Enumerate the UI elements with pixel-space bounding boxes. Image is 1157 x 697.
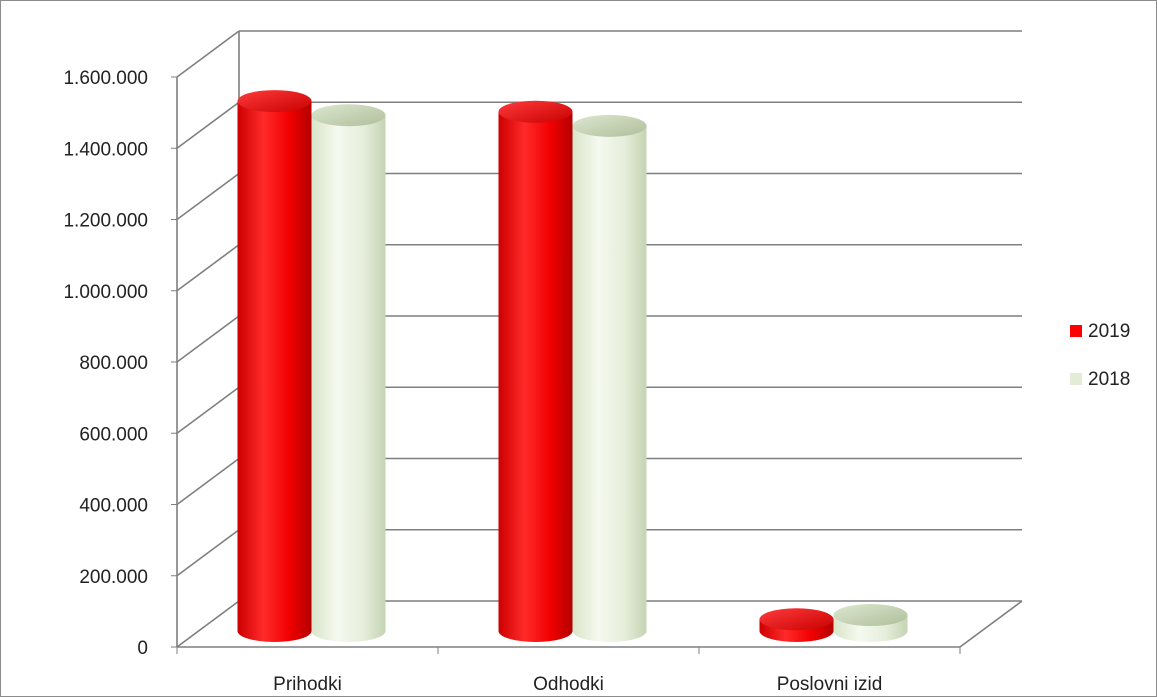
gridline-side [176, 30, 240, 78]
gridline-side [176, 457, 240, 506]
gridline-side [176, 315, 240, 363]
x-category-label: Poslovni izid [777, 674, 883, 695]
y-tick-label: 0 [137, 638, 148, 659]
bar-body [311, 115, 386, 643]
gridline-side [176, 172, 240, 221]
gridline-side [176, 600, 240, 648]
bar-top [498, 100, 573, 123]
y-tick-label: 600.000 [79, 424, 148, 445]
y-tick-label: 1.000.000 [63, 282, 148, 303]
legend-item-2018: 2018 [1070, 369, 1130, 390]
gridline-side [176, 529, 240, 577]
x-category-label: Prihodki [273, 674, 342, 695]
bar-body [498, 111, 573, 643]
bar-top [833, 604, 908, 627]
gridline-side [176, 244, 240, 292]
bar-2018-prihodki [311, 104, 386, 643]
legend-label: 2019 [1088, 321, 1130, 342]
y-tick-label: 200.000 [79, 567, 148, 588]
bar-top [237, 90, 312, 113]
legend-item-2019: 2019 [1070, 321, 1130, 342]
bar-2018-odhodki [572, 114, 647, 642]
legend-label: 2018 [1088, 369, 1130, 390]
legend-swatch [1070, 373, 1082, 385]
y-tick-label: 1.600.000 [63, 68, 148, 89]
bar-2019-prihodki [237, 90, 312, 643]
bar-top [759, 608, 834, 631]
bar-2019-odhodki [498, 100, 573, 643]
bar-top [572, 114, 647, 137]
y-tick-label: 400.000 [79, 496, 148, 517]
y-tick-label: 1.400.000 [63, 139, 148, 160]
bar-body [237, 101, 312, 643]
floor-right-edge [959, 600, 1023, 648]
bar-top [311, 104, 386, 127]
bar-2018-poslovni-izid [833, 604, 908, 643]
gridline-side [176, 101, 240, 149]
gridline-side [176, 386, 240, 434]
y-tick-label: 800.000 [79, 353, 148, 374]
y-tick-label: 1.200.000 [63, 211, 148, 232]
bar-2019-poslovni-izid [759, 608, 834, 643]
legend-swatch [1070, 325, 1082, 337]
bar-body [572, 125, 647, 642]
x-category-label: Odhodki [533, 674, 604, 695]
